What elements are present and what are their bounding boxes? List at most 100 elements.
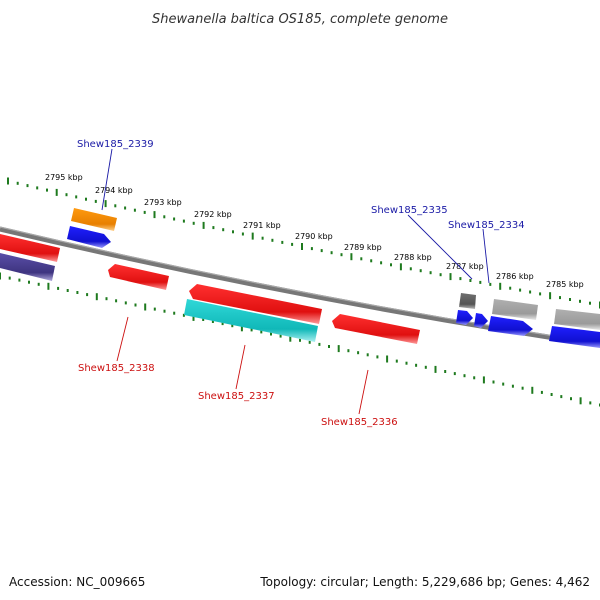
outer-ring-minor-tick [419, 269, 422, 273]
outer-ring-minor-tick [479, 280, 482, 284]
outer-ring-major-tick [499, 282, 502, 290]
inner-ring-minor-tick [502, 382, 505, 386]
inner-ring-minor-tick [134, 303, 137, 307]
inner-ring-minor-tick [444, 370, 447, 373]
gene-red-left-edge[interactable] [0, 234, 60, 262]
outer-ring-minor-tick [370, 259, 373, 263]
tick-label-2791: 2791 kbp [243, 221, 281, 230]
callout-line-2335 [407, 214, 473, 280]
inner-ring-major-tick [144, 303, 147, 311]
inner-ring-minor-tick [560, 395, 563, 399]
callout-line-2337 [235, 344, 246, 390]
inner-ring-minor-tick [260, 330, 263, 334]
gene-orange-shew2339[interactable] [71, 208, 117, 231]
tick-label-2787: 2787 kbp [446, 262, 484, 271]
outer-ring-minor-tick [509, 286, 512, 290]
tick-label-2788: 2788 kbp [394, 253, 432, 262]
inner-ring-minor-tick [250, 328, 253, 332]
callout-line-2338 [116, 316, 129, 362]
inner-ring-minor-tick [376, 355, 379, 359]
gene-label-shew2335[interactable]: Shew185_2335 [371, 205, 448, 216]
inner-ring-minor-tick [124, 301, 127, 305]
inner-ring-minor-tick [550, 393, 553, 396]
inner-ring-major-tick [482, 376, 485, 384]
inner-ring-minor-tick [270, 332, 272, 336]
callout-line-2339 [101, 148, 113, 211]
gene-label-shew2336[interactable]: Shew185_2336 [321, 417, 398, 428]
tick-label-2792: 2792 kbp [194, 210, 232, 219]
tick-label-2793: 2793 kbp [144, 198, 182, 207]
gene-label-shew2338[interactable]: Shew185_2338 [78, 363, 155, 374]
outer-ring-minor-tick [143, 210, 146, 214]
inner-ring-minor-tick [511, 384, 514, 388]
gene-darkgray-small[interactable] [459, 293, 476, 309]
gene-blue-forward[interactable] [67, 226, 111, 248]
inner-ring-minor-tick [570, 397, 572, 401]
inner-ring-minor-tick [231, 324, 234, 328]
tick-label-2790: 2790 kbp [295, 232, 333, 241]
inner-ring-minor-tick [86, 293, 89, 297]
outer-ring-minor-tick [459, 277, 462, 281]
gene-label-shew2334[interactable]: Shew185_2334 [448, 220, 525, 231]
outer-ring-minor-tick [380, 261, 383, 265]
outer-ring-minor-tick [390, 263, 392, 267]
inner-ring-minor-tick [308, 340, 311, 344]
inner-ring-minor-tick [473, 376, 476, 380]
outer-ring-minor-tick [133, 208, 136, 212]
outer-tick-ring [7, 177, 600, 309]
outer-ring-minor-tick [569, 298, 571, 301]
outer-ring-major-tick [153, 211, 156, 219]
inner-ring-minor-tick [57, 286, 60, 290]
inner-ring-major-tick [47, 282, 50, 290]
outer-ring-major-tick [301, 243, 303, 250]
outer-ring-minor-tick [360, 257, 363, 261]
outer-ring-major-tick [7, 177, 9, 185]
gene-red-shew2338[interactable] [108, 264, 169, 290]
inner-ring-major-tick [240, 324, 243, 332]
inner-ring-minor-tick [540, 390, 543, 394]
inner-ring-minor-tick [279, 334, 282, 338]
outer-ring-minor-tick [75, 195, 78, 199]
gene-purple-left-edge[interactable] [0, 253, 55, 281]
inner-ring-minor-tick [328, 345, 330, 348]
inner-ring-minor-tick [76, 291, 79, 294]
tick-label-2786: 2786 kbp [496, 272, 534, 281]
gene-red-shew2336[interactable] [332, 314, 420, 344]
inner-ring-minor-tick [395, 359, 398, 363]
outer-ring-major-tick [549, 292, 552, 300]
outer-ring-major-tick [55, 188, 58, 196]
gene-gray-upper[interactable] [492, 299, 538, 320]
inner-ring-minor-tick [415, 363, 418, 367]
inner-ring-minor-tick [115, 299, 118, 303]
inner-ring-minor-tick [221, 322, 224, 326]
inner-ring-minor-tick [37, 282, 40, 286]
tick-label-2785: 2785 kbp [546, 280, 584, 289]
outer-ring-minor-tick [281, 240, 284, 244]
inner-ring-minor-tick [173, 311, 176, 315]
inner-ring-major-tick [192, 313, 195, 321]
gene-cyan-shew2337[interactable] [184, 299, 318, 342]
outer-ring-minor-tick [16, 181, 19, 185]
gene-blue-small-2[interactable] [474, 313, 488, 328]
callout-line-2334 [482, 228, 490, 284]
gene-label-shew2337[interactable]: Shew185_2337 [198, 391, 275, 402]
inner-ring-major-tick [337, 345, 340, 353]
outer-ring-minor-tick [291, 242, 294, 246]
inner-ring-minor-tick [453, 372, 456, 376]
outer-ring-minor-tick [26, 184, 29, 188]
gene-blue-right-edge[interactable] [549, 326, 600, 348]
gene-gray-right-edge[interactable] [554, 309, 600, 330]
gene-blue-forward-2[interactable] [488, 316, 533, 336]
inner-ring-major-tick [0, 272, 1, 280]
gene-label-shew2339[interactable]: Shew185_2339 [77, 139, 154, 150]
outer-ring-minor-tick [320, 249, 323, 253]
inner-ring-minor-tick [357, 351, 360, 355]
outer-ring-minor-tick [539, 292, 542, 296]
outer-ring-minor-tick [271, 238, 274, 242]
inner-ring-minor-tick [163, 309, 166, 313]
gene-red-long[interactable] [189, 284, 322, 324]
outer-ring-minor-tick [85, 197, 87, 201]
inner-ring-minor-tick [28, 280, 30, 284]
genome-summary-text: Topology: circular; Length: 5,229,686 bp… [259, 575, 590, 589]
gene-blue-small-1[interactable] [456, 310, 473, 325]
